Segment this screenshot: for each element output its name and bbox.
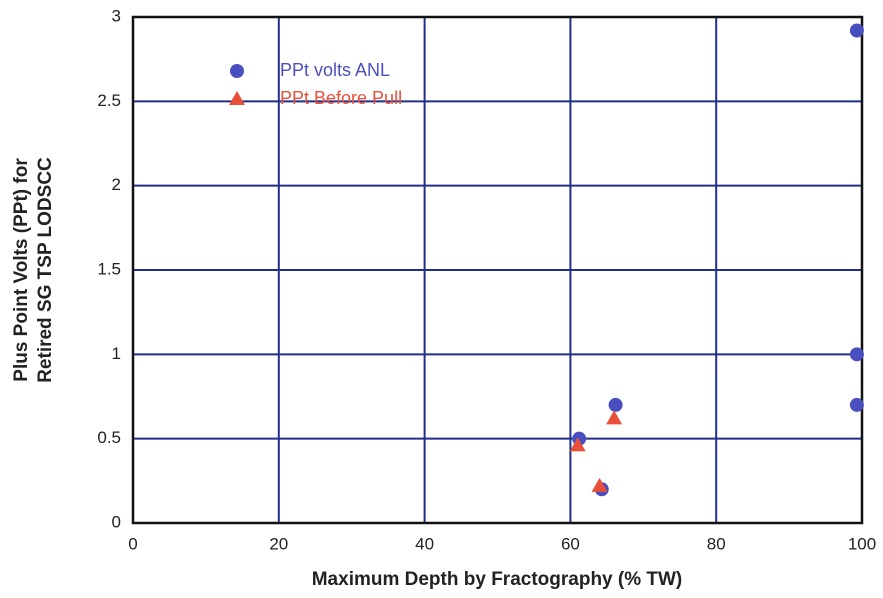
triangle-marker: [229, 91, 245, 105]
y-tick-label: 0.5: [97, 428, 121, 447]
triangle-marker: [569, 437, 586, 452]
x-tick-label: 20: [269, 534, 288, 553]
x-axis-label: Maximum Depth by Fractography (% TW): [312, 569, 683, 590]
y-axis-label: Plus Point Volts (PPt) for: [11, 158, 32, 382]
x-tick-label: 80: [707, 534, 726, 553]
y-tick-label: 2: [112, 175, 121, 194]
circle-marker: [608, 397, 623, 412]
legend-label: PPt volts ANL: [280, 60, 390, 80]
y-axis-label: Retired SG TSP LODSCC: [35, 157, 56, 383]
x-tick-label: 0: [128, 534, 137, 553]
x-tick-label: 40: [415, 534, 434, 553]
triangle-marker: [591, 477, 608, 492]
circle-marker: [849, 347, 864, 362]
x-tick-label: 100: [848, 534, 876, 553]
y-tick-label: 0: [112, 512, 121, 531]
y-tick-label: 2.5: [97, 91, 121, 110]
x-tick-label: 60: [561, 534, 580, 553]
y-tick-label: 1.5: [97, 259, 121, 278]
plot-frame: [131, 15, 864, 525]
y-tick-label: 1: [112, 344, 121, 363]
legend-label: PPt Before Pull: [280, 88, 402, 108]
circle-marker: [849, 397, 864, 412]
y-tick-label: 3: [112, 6, 121, 25]
circle-marker: [230, 64, 244, 78]
circle-marker: [849, 23, 864, 38]
triangle-marker: [606, 410, 623, 425]
